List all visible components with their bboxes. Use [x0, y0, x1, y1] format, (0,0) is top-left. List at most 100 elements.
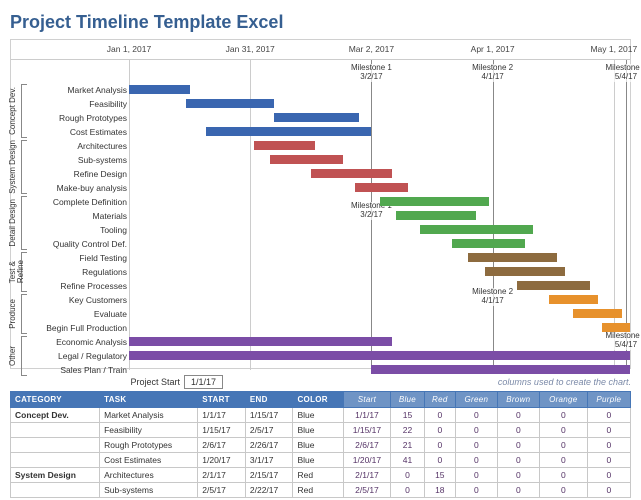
project-start-value[interactable]: 1/1/17 — [184, 375, 223, 389]
gantt-bar — [186, 99, 275, 108]
task-label: Refine Processes — [60, 282, 129, 291]
gantt-bar — [129, 85, 190, 94]
table-cell: Sub-systems — [100, 483, 198, 498]
table-cell — [11, 483, 100, 498]
table-row: System DesignArchitectures2/1/172/15/17R… — [11, 468, 631, 483]
table-cell: 0 — [391, 483, 424, 498]
table-cell: 41 — [391, 453, 424, 468]
gantt-bar — [468, 253, 557, 262]
page-title: Project Timeline Template Excel — [10, 12, 631, 33]
table-cell: 2/6/17 — [343, 438, 391, 453]
category-brace — [21, 196, 27, 250]
task-label: Regulations — [82, 268, 129, 277]
gantt-bar — [517, 281, 590, 290]
gantt-bar — [274, 113, 359, 122]
table-cell: 1/15/17 — [343, 423, 391, 438]
chart-left-column: Concept Dev.System DesignDetail DesignTe… — [11, 60, 129, 370]
table-cell: 0 — [539, 468, 587, 483]
table-cell: 0 — [539, 483, 587, 498]
table-cell: 0 — [497, 483, 539, 498]
milestone-label: Milestone 35/4/17 — [604, 64, 641, 82]
table-cell: 0 — [539, 408, 587, 423]
chart-body: Concept Dev.System DesignDetail DesignTe… — [11, 60, 630, 370]
task-label: Materials — [93, 212, 129, 221]
table-cell: 0 — [455, 423, 497, 438]
task-label: Market Analysis — [67, 86, 129, 95]
gantt-bar — [396, 211, 477, 220]
task-label: Economic Analysis — [56, 338, 129, 347]
table-cell: 15 — [391, 408, 424, 423]
category-label: Detail Design — [9, 196, 21, 250]
category-brace — [21, 140, 27, 194]
table-cell: 2/6/17 — [198, 438, 246, 453]
project-start-label: Project Start — [110, 377, 180, 387]
table-cell: 0 — [455, 438, 497, 453]
table-cell: System Design — [11, 468, 100, 483]
task-label: Complete Definition — [53, 198, 129, 207]
milestone-label: Milestone 24/1/17 — [471, 64, 514, 82]
table-cell — [11, 438, 100, 453]
chart-date-axis: Jan 1, 2017Jan 31, 2017Mar 2, 2017Apr 1,… — [11, 40, 630, 60]
milestone-label: Milestone 24/1/17 — [471, 288, 514, 306]
table-cell: 15 — [424, 468, 455, 483]
table-cell: 0 — [455, 468, 497, 483]
table-cell: 1/15/17 — [245, 408, 293, 423]
table-cell: Red — [293, 483, 343, 498]
table-cell: 0 — [587, 408, 630, 423]
table-cell: 0 — [587, 468, 630, 483]
table-header-cell: END — [245, 392, 293, 408]
table-cell: 0 — [539, 453, 587, 468]
category-label: Produce — [9, 294, 21, 334]
axis-date-label: May 1, 2017 — [590, 44, 637, 54]
task-label: Rough Prototypes — [59, 114, 129, 123]
table-cell: 0 — [587, 423, 630, 438]
task-label: Field Testing — [79, 254, 129, 263]
table-cell: Rough Prototypes — [100, 438, 198, 453]
milestone-label: Milestone 13/2/17 — [350, 64, 393, 82]
table-cell: 0 — [455, 453, 497, 468]
table-cell — [11, 453, 100, 468]
table-subheader-cell: Orange — [539, 392, 587, 408]
gantt-bar — [452, 239, 525, 248]
axis-date-label: Apr 1, 2017 — [471, 44, 515, 54]
task-label: Evaluate — [94, 310, 129, 319]
table-cell: 2/5/17 — [343, 483, 391, 498]
table-cell: 0 — [497, 423, 539, 438]
table-cell: Architectures — [100, 468, 198, 483]
table-cell: 0 — [497, 468, 539, 483]
table-cell: Cost Estimates — [100, 453, 198, 468]
table-cell: Market Analysis — [100, 408, 198, 423]
table-cell: 0 — [424, 453, 455, 468]
table-cell: 2/15/17 — [245, 468, 293, 483]
columns-note: columns used to create the chart. — [498, 377, 631, 387]
table-cell: 2/1/17 — [198, 468, 246, 483]
category-label: Test & Refine — [9, 252, 21, 292]
table-cell: 0 — [424, 438, 455, 453]
task-label: Make-buy analysis — [57, 184, 129, 193]
table-header-cell: TASK — [100, 392, 198, 408]
table-subheader-cell: Purple — [587, 392, 630, 408]
table-row: Concept Dev.Market Analysis1/1/171/15/17… — [11, 408, 631, 423]
gantt-bar — [485, 267, 566, 276]
table-row: Sub-systems2/5/172/22/17Red2/5/170180000 — [11, 483, 631, 498]
table-subheader-cell: Start — [343, 392, 391, 408]
table-cell: 1/20/17 — [198, 453, 246, 468]
table-subheader-cell: Brown — [497, 392, 539, 408]
category-label: Concept Dev. — [9, 84, 21, 138]
gantt-bar — [371, 365, 630, 374]
gantt-bar — [355, 183, 408, 192]
gantt-bar — [549, 295, 597, 304]
task-label: Cost Estimates — [70, 128, 129, 137]
category-brace — [21, 336, 27, 376]
table-cell: 1/20/17 — [343, 453, 391, 468]
table-header-cell: START — [198, 392, 246, 408]
table-cell: Feasibility — [100, 423, 198, 438]
category-brace — [21, 294, 27, 334]
table-cell: 2/22/17 — [245, 483, 293, 498]
table-header-cell: CATEGORY — [11, 392, 100, 408]
table-cell: 18 — [424, 483, 455, 498]
table-cell: Blue — [293, 453, 343, 468]
table-row: Cost Estimates1/20/173/1/17Blue1/20/1741… — [11, 453, 631, 468]
table-cell: Blue — [293, 408, 343, 423]
gantt-bar — [602, 323, 630, 332]
